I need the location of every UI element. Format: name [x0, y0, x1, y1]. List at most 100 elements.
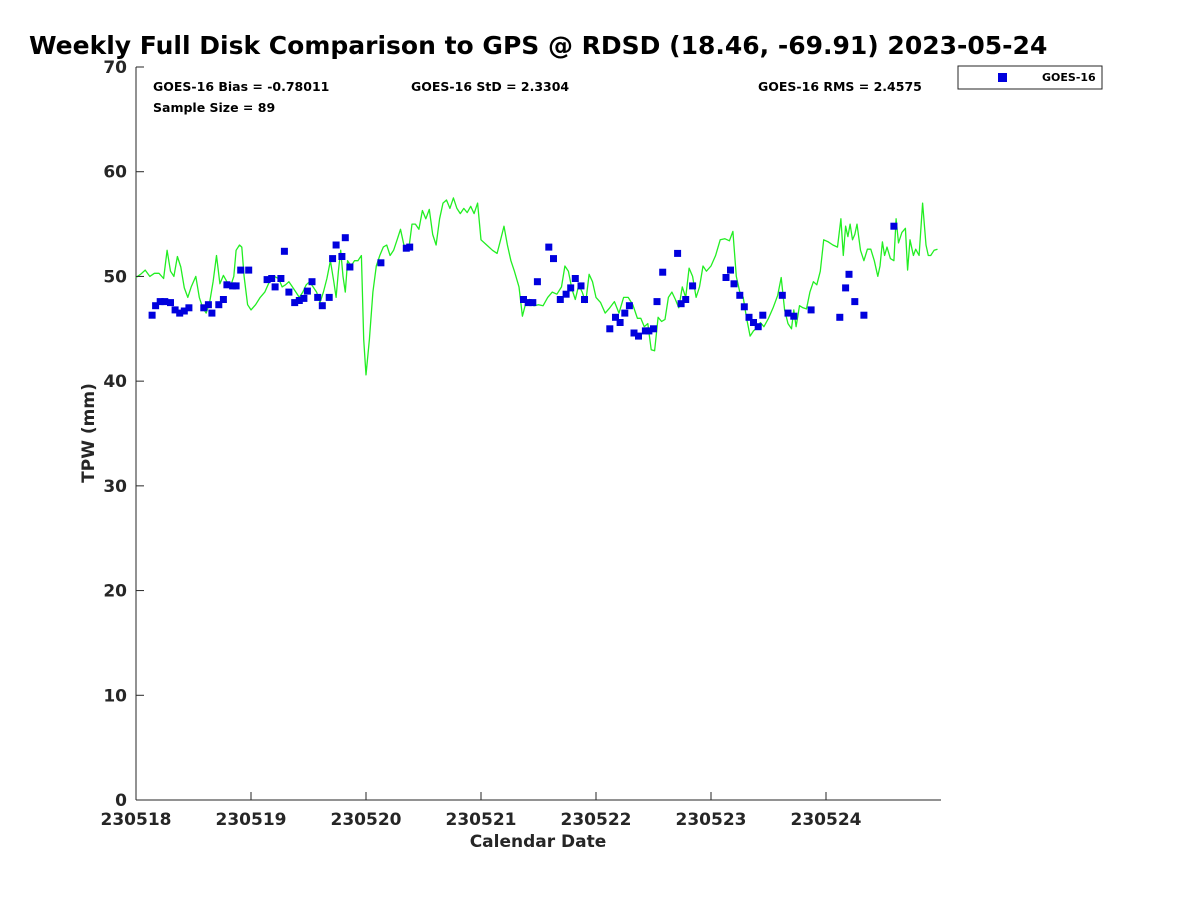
goes16-point: [300, 294, 308, 302]
goes16-point: [280, 247, 288, 255]
bias-stat: GOES-16 Bias = -0.78011: [153, 79, 329, 94]
goes16-point: [338, 253, 346, 260]
goes16-point: [215, 301, 223, 309]
goes16-point: [308, 278, 316, 286]
goes16-point: [645, 327, 653, 335]
goes16-point: [556, 296, 564, 303]
goes16-point: [204, 301, 212, 309]
x-tick-label: 230523: [676, 810, 747, 830]
goes16-point: [759, 311, 767, 319]
goes16-point: [860, 311, 868, 319]
goes16-point: [176, 309, 184, 317]
goes16-point: [377, 259, 385, 267]
goes16-point: [550, 255, 557, 263]
goes16-point: [185, 304, 193, 312]
gps-tpw-line: [135, 197, 938, 376]
x-tick-label: 230518: [101, 810, 172, 830]
goes16-point: [208, 309, 216, 317]
goes16-point: [303, 287, 311, 295]
goes16-point: [268, 275, 276, 282]
goes16-point: [167, 299, 174, 307]
y-tick-label: 0: [115, 791, 127, 811]
y-tick-label: 30: [103, 477, 127, 497]
goes16-point: [845, 270, 853, 278]
goes16-point: [689, 282, 697, 290]
goes16-point: [677, 300, 685, 308]
goes16-point: [659, 268, 667, 276]
goes16-point: [219, 296, 227, 303]
goes16-point: [621, 309, 629, 317]
x-tick-label: 230522: [561, 810, 632, 830]
goes16-point: [245, 266, 253, 274]
goes16-point: [332, 241, 340, 249]
axis-ticks: 0 10 20 30 40 50 60 70 230518 230519 230520 230521 2…: [101, 58, 862, 830]
y-tick-label: 70: [103, 58, 127, 78]
goes16-point: [674, 249, 682, 257]
goes16-point: [318, 302, 326, 310]
goes16-marker-layer: [148, 222, 898, 340]
goes16-point: [612, 313, 619, 321]
goes16-point: [271, 283, 279, 291]
goes16-point: [277, 275, 285, 282]
goes16-point: [406, 243, 414, 251]
goes16-point: [745, 313, 753, 321]
legend-marker-goes16: [998, 73, 1007, 82]
goes16-point: [727, 266, 734, 274]
y-tick-label: 20: [103, 582, 127, 602]
legend: GOES-16: [957, 65, 1103, 90]
goes16-point: [571, 275, 579, 282]
goes16-point: [325, 293, 333, 301]
goes16-point: [616, 319, 624, 326]
goes16-point: [842, 284, 850, 292]
plot-area: [135, 67, 941, 801]
goes16-point: [836, 313, 844, 321]
goes16-point: [161, 298, 169, 306]
y-tick-label: 40: [103, 372, 127, 392]
rms-stat: GOES-16 RMS = 2.4575: [758, 79, 922, 94]
goes16-point: [223, 281, 231, 289]
goes16-point: [341, 234, 349, 242]
goes16-point: [754, 323, 762, 331]
y-tick-label: 50: [103, 267, 127, 287]
goes16-point: [533, 278, 541, 286]
goes16-point: [606, 325, 614, 333]
goes16-point: [295, 297, 303, 304]
goes16-point: [653, 298, 661, 306]
goes16-point: [291, 299, 299, 307]
goes16-point: [232, 282, 240, 290]
goes16-point: [682, 296, 690, 303]
goes16-point: [807, 306, 815, 314]
goes16-point: [630, 329, 638, 337]
legend-box: [957, 65, 1103, 90]
goes16-point: [581, 296, 588, 303]
y-tick-label: 10: [103, 686, 127, 706]
goes16-point: [790, 312, 798, 320]
goes16-point: [730, 280, 738, 288]
goes16-point: [740, 303, 748, 311]
goes16-point: [156, 298, 164, 306]
goes16-point: [171, 306, 179, 314]
goes16-point: [200, 304, 208, 312]
goes16-point: [263, 276, 271, 284]
goes16-point: [635, 332, 642, 340]
y-tick-label: 60: [103, 163, 127, 183]
x-axis-label: Calendar Date: [470, 832, 607, 852]
x-tick-label: 230524: [791, 810, 862, 830]
goes16-point: [650, 325, 657, 333]
chart-title: Weekly Full Disk Comparison to GPS @ RDS…: [29, 31, 1047, 60]
goes16-point: [524, 299, 532, 307]
goes16-point: [750, 319, 757, 326]
goes16-point: [545, 243, 553, 251]
goes16-point: [577, 282, 585, 290]
goes16-point: [285, 288, 293, 296]
goes16-point: [562, 290, 570, 298]
goes16-point: [625, 302, 633, 310]
goes16-point: [329, 255, 337, 263]
goes16-point: [180, 307, 188, 315]
goes16-point: [778, 291, 786, 299]
goes16-point: [346, 263, 354, 271]
x-tick-label: 230520: [331, 810, 402, 830]
y-axis-label: TPW (mm): [79, 383, 99, 483]
goes16-point: [237, 266, 245, 274]
